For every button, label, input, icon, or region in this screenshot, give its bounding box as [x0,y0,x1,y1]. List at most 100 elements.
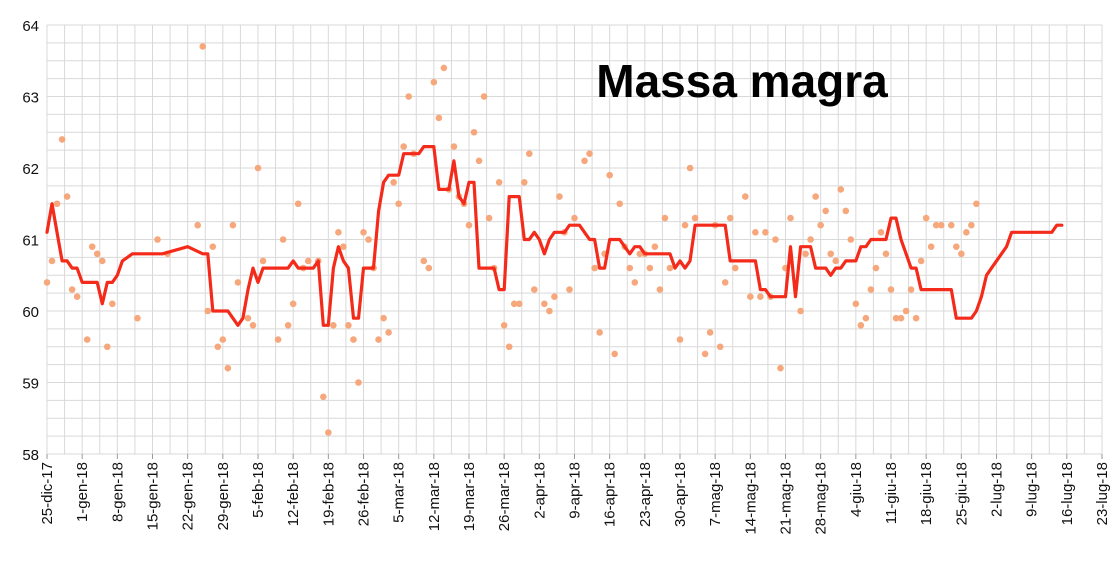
data-point [842,207,850,215]
x-tick-label: 4-giu-18 [848,462,865,517]
data-point [937,221,945,229]
data-point [877,229,885,236]
data-point [304,257,312,265]
data-point [510,300,518,308]
data-point [591,264,598,272]
data-point [450,143,458,150]
data-point [109,300,116,308]
data-point [68,286,76,293]
x-tick-label: 2-apr-18 [531,462,548,519]
data-point [802,250,809,258]
x-tick-label: 26-feb-18 [356,462,373,526]
data-point [385,329,392,336]
x-tick-label: 26-mar-18 [496,462,513,531]
x-tick-label: 12-mar-18 [426,462,443,531]
x-tick-label: 5-mar-18 [391,462,408,523]
data-point [777,364,784,372]
data-point [209,243,217,250]
x-tick-label: 28-mag-18 [813,462,830,535]
data-point [400,143,407,150]
y-tick-label: 63 [22,90,39,107]
data-point [48,257,56,265]
y-tick-label: 62 [22,161,39,178]
data-point [691,214,699,222]
data-point [968,221,975,229]
data-point [229,221,237,229]
data-point [651,243,659,250]
chart-title: Massa magra [596,55,888,107]
data-point [857,322,865,329]
data-point [500,322,508,329]
data-point [912,314,920,322]
data-point [541,300,548,308]
data-point [867,286,875,293]
data-point [807,236,814,243]
data-point [470,128,478,136]
data-point [505,343,513,351]
x-tick-label: 25-giu-18 [953,462,970,525]
data-point [154,236,161,243]
data-point [58,136,66,143]
data-point [350,336,357,343]
data-point [440,64,448,72]
data-point [932,221,940,229]
data-point [721,279,729,286]
data-point [531,286,538,293]
data-point [953,243,960,250]
data-point [626,264,634,272]
data-point [757,293,764,301]
data-point [586,150,593,157]
data-point [390,179,397,186]
data-point [475,157,483,165]
x-tick-label: 16-lug-18 [1059,462,1076,525]
data-point [480,93,488,100]
data-point [234,279,242,286]
data-point [551,293,558,301]
data-point [345,322,352,329]
data-point [882,250,890,258]
data-point [817,221,824,229]
data-point [636,250,644,258]
data-point [812,193,819,200]
trend-line [45,145,1064,327]
x-tick-label: 15-gen-18 [145,462,162,530]
data-point [83,336,91,343]
x-tick-label: 12-feb-18 [285,462,302,526]
data-point [656,286,664,293]
data-point [93,250,101,258]
data-point [958,250,965,258]
data-point [571,214,578,222]
x-tick-label: 30-apr-18 [672,462,689,527]
data-point [274,336,282,343]
data-point [360,229,367,236]
data-point [199,43,207,50]
data-point [525,150,533,157]
y-tick-label: 61 [22,233,39,250]
data-point [752,229,759,236]
data-point [289,300,297,308]
data-point [852,300,860,308]
daily-measurements [43,43,980,436]
data-point [254,164,262,172]
data-point [320,393,327,401]
data-point [520,179,528,186]
data-point [837,186,845,193]
data-point [194,221,202,229]
data-point [742,193,749,200]
data-point [762,229,769,236]
data-point [355,379,362,386]
data-point [495,179,503,186]
y-tick-label: 59 [22,376,39,393]
data-point [395,200,402,208]
data-point [716,343,724,351]
x-tick-label: 9-apr-18 [567,462,584,519]
data-point [726,214,734,222]
y-axis: 58 59 60 61 62 63 64 [22,18,39,464]
data-point [706,329,714,336]
data-point [249,322,257,329]
data-point [420,257,428,265]
data-point [887,286,895,293]
data-point [259,257,267,265]
data-point [963,229,970,236]
